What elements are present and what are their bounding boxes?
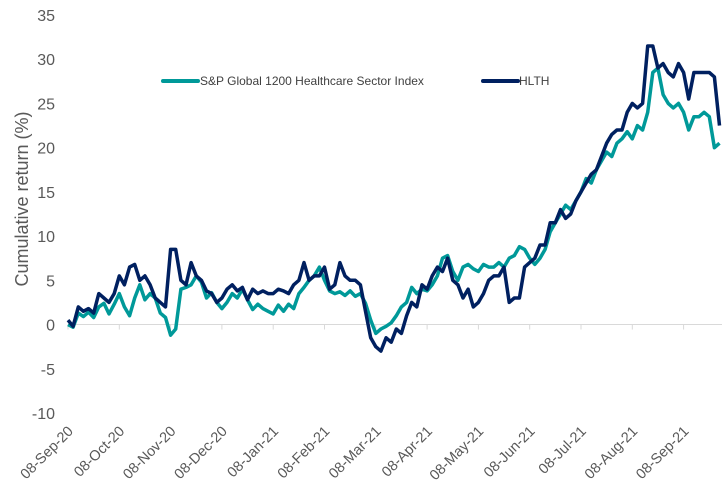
y-axis: 35 30 25 20 15 10 5 0 -5 -10 [32, 8, 55, 423]
x-tick-label: 08-May-21 [427, 424, 487, 484]
y-tick-label: 35 [37, 8, 55, 25]
x-tick-label: 08-Dec-20 [172, 424, 231, 483]
y-tick-label: 10 [37, 229, 55, 246]
legend-item-sp-index[interactable]: S&P Global 1200 Healthcare Sector Index [161, 74, 424, 88]
x-tick-label: 08-Nov-20 [120, 424, 179, 483]
x-tick-label: 08-Feb-21 [275, 424, 334, 483]
x-tick-label: 08-Jun-21 [481, 424, 538, 481]
y-tick-label: -5 [41, 362, 55, 379]
series-line-sp-index [67, 66, 721, 337]
legend-item-hlth[interactable]: HLTH [481, 74, 549, 88]
x-tick-label: 08-Jan-21 [225, 424, 282, 481]
y-tick-label: 30 [37, 52, 55, 69]
x-tick-label: 08-Mar-21 [326, 424, 385, 483]
x-tick-label: 08-Sep-20 [18, 424, 77, 483]
y-tick-label: 15 [37, 185, 55, 202]
x-axis: 08-Sep-2008-Oct-2008-Nov-2008-Dec-2008-J… [18, 324, 722, 484]
y-tick-label: 25 [37, 96, 55, 113]
x-tick-label: 08-Jul-21 [536, 424, 590, 478]
series-line-hlth [66, 44, 722, 353]
legend-label-hlth: HLTH [519, 74, 549, 88]
y-tick-label: -10 [32, 406, 55, 423]
y-tick-label: 0 [46, 318, 55, 335]
x-tick-label: 08-Aug-21 [582, 424, 641, 483]
y-axis-title: Cumulative return (%) [12, 111, 32, 286]
series-group [66, 44, 722, 353]
y-tick-label: 5 [46, 273, 55, 290]
legend: S&P Global 1200 Healthcare Sector Index … [161, 74, 549, 88]
x-tick-label: 08-Sep-21 [633, 424, 692, 483]
legend-label-sp-index: S&P Global 1200 Healthcare Sector Index [200, 74, 424, 88]
y-tick-label: 20 [37, 141, 55, 158]
